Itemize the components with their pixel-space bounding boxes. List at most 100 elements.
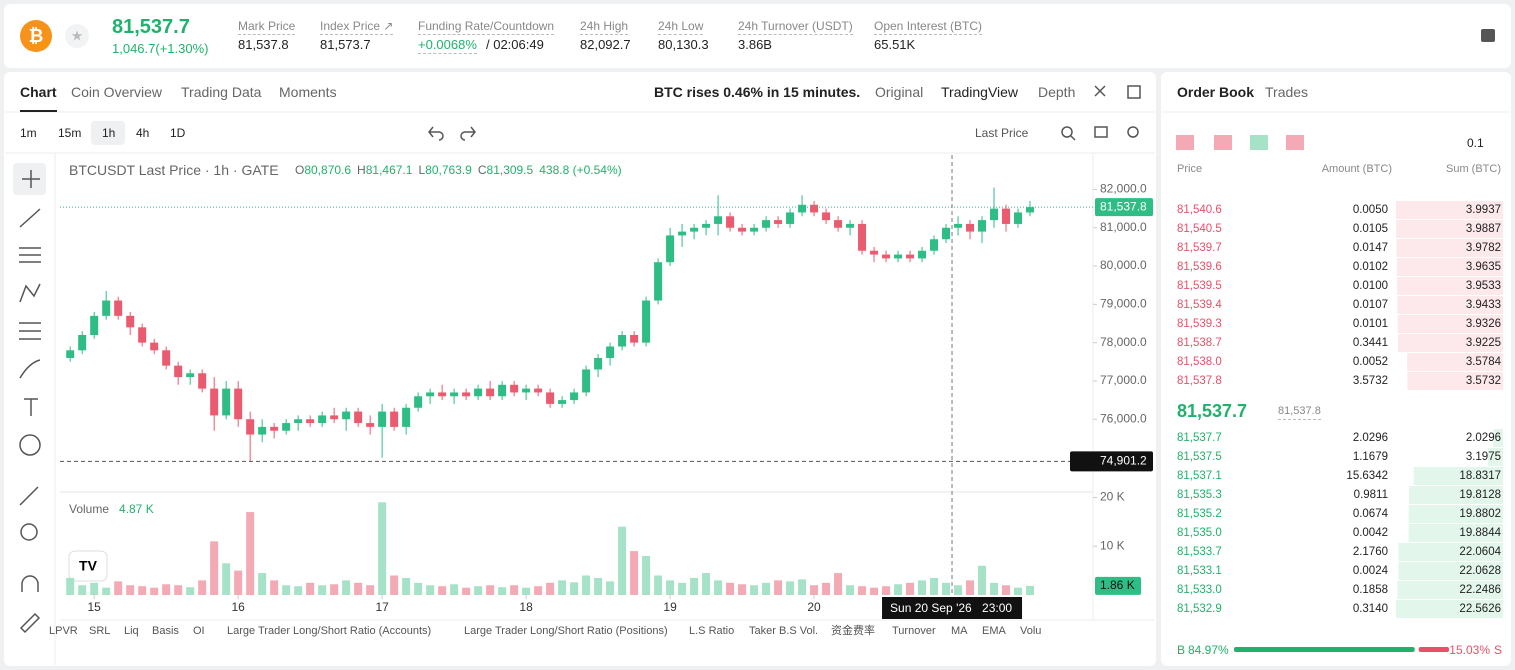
interval[interactable]: 1h	[102, 126, 116, 140]
indicator[interactable]: Large Trader Long/Short Ratio (Positions…	[464, 625, 668, 637]
y2-tick-label: 10 K	[1100, 538, 1125, 552]
interval[interactable]: 4h	[136, 126, 150, 140]
candle-body	[726, 216, 735, 228]
legend-symbol: BTCUSDT Last Price · 1h · GATE	[69, 162, 279, 178]
volume-bar	[186, 587, 195, 595]
last-price-label: 81,537.8	[1100, 199, 1147, 213]
candle-body	[774, 220, 783, 224]
indicator[interactable]: Taker B.S Vol.	[749, 625, 819, 637]
indicator[interactable]: SRL	[89, 625, 111, 637]
depth-bar	[1396, 600, 1503, 618]
candle-body	[402, 407, 411, 427]
indicator[interactable]: OI	[193, 625, 205, 637]
volume-bar	[906, 582, 915, 595]
candle-body	[882, 254, 891, 259]
ob-amount: 3.5732	[1352, 375, 1388, 387]
indicator[interactable]: Volu	[1020, 625, 1042, 637]
volume-bar	[726, 582, 735, 595]
stat-label: Mark Price	[238, 19, 296, 35]
volume-bar	[282, 585, 291, 595]
depth-bar	[1408, 505, 1503, 523]
indicator[interactable]: Basis	[152, 625, 179, 637]
y-tick-label: 77,000.0	[1100, 373, 1147, 387]
candle-body	[870, 250, 879, 255]
chart-panel	[4, 72, 1156, 666]
candle-body	[282, 423, 291, 431]
tab[interactable]: Chart	[20, 84, 57, 112]
menu-icon[interactable]	[1481, 29, 1495, 42]
candle-body	[486, 388, 495, 397]
candle-body	[930, 239, 939, 251]
depth-mode[interactable]	[1214, 135, 1232, 150]
ob-tab[interactable]: Trades	[1265, 84, 1309, 100]
price-type[interactable]: Last Price	[975, 126, 1029, 140]
tab[interactable]: Moments	[279, 84, 337, 100]
volume-bar	[114, 581, 123, 595]
volume-bar	[810, 585, 819, 595]
volume-bar	[1026, 585, 1035, 595]
ob-tab[interactable]: Order Book	[1177, 84, 1255, 100]
ob-price: 81,540.6	[1177, 204, 1222, 216]
tv-logo	[68, 550, 108, 582]
indicator[interactable]: Turnover	[892, 625, 936, 637]
volume-bar	[666, 580, 675, 595]
volume-bar	[306, 582, 315, 595]
ob-sum: 3.5784	[1465, 356, 1501, 368]
indicator[interactable]: EMA	[982, 625, 1006, 637]
interval[interactable]: 1D	[170, 126, 186, 140]
candle-body	[210, 388, 219, 416]
volume-bar	[270, 580, 279, 595]
indicator[interactable]: Liq	[124, 625, 139, 637]
interval[interactable]: 15m	[58, 126, 82, 140]
candle-body	[618, 334, 627, 347]
volume-bar	[426, 585, 435, 595]
ob-price: 81,537.8	[1177, 375, 1222, 387]
ob-price: 81,535.3	[1177, 489, 1222, 501]
ob-amount: 2.1760	[1352, 546, 1388, 558]
depth-bar	[1397, 334, 1503, 352]
indicator[interactable]: L.S Ratio	[689, 625, 735, 637]
tab[interactable]: Coin Overview	[71, 84, 163, 100]
precision[interactable]: 0.1	[1467, 136, 1484, 150]
candle-body	[750, 227, 759, 232]
ob-amount: 0.3441	[1352, 337, 1388, 349]
buy-label: B	[1177, 643, 1186, 657]
depth-mode[interactable]	[1286, 135, 1304, 150]
stat-value: 80,130.3	[658, 37, 709, 52]
volume-bar	[66, 577, 75, 595]
interval[interactable]: 1m	[20, 126, 37, 140]
candle-body	[198, 373, 207, 389]
tab[interactable]: Trading Data	[181, 84, 262, 100]
candle-body	[114, 300, 123, 316]
news[interactable]: BTC rises 0.46% in 15 minutes.	[654, 84, 861, 100]
depth-bar	[1493, 429, 1503, 447]
candle-body	[678, 231, 687, 236]
candle-body	[846, 223, 855, 228]
volume-bar	[714, 580, 723, 595]
depth-mode[interactable]	[1176, 135, 1194, 150]
indicator[interactable]: 资金费率	[831, 625, 875, 637]
ob-amount: 0.0101	[1352, 318, 1388, 330]
indicator[interactable]: Large Trader Long/Short Ratio (Accounts)	[227, 625, 432, 637]
ob-price: 81,537.1	[1177, 470, 1222, 482]
depth-mode[interactable]	[1250, 135, 1268, 150]
candle-body	[834, 220, 843, 228]
view-tab[interactable]: TradingView	[941, 84, 1019, 100]
favorite[interactable]	[65, 24, 89, 48]
volume-bar	[378, 502, 387, 595]
indicator[interactable]: MA	[951, 625, 968, 637]
candle-body	[426, 392, 435, 397]
view-tab[interactable]: Original	[875, 84, 924, 100]
ob-sum: 22.2486	[1459, 584, 1501, 596]
indicator[interactable]: LPVR	[49, 625, 78, 637]
view-tab[interactable]: Depth	[1038, 84, 1076, 100]
volume-bar	[918, 580, 927, 595]
ob-price: 81,538.0	[1177, 356, 1222, 368]
volume-bar	[582, 575, 591, 595]
crosshair-date: Sun 20 Sep '26	[890, 601, 972, 615]
volume-bar	[510, 585, 519, 595]
col-header: Price	[1177, 163, 1203, 175]
ob-amount: 0.0050	[1352, 204, 1388, 216]
candle-body	[762, 220, 771, 228]
